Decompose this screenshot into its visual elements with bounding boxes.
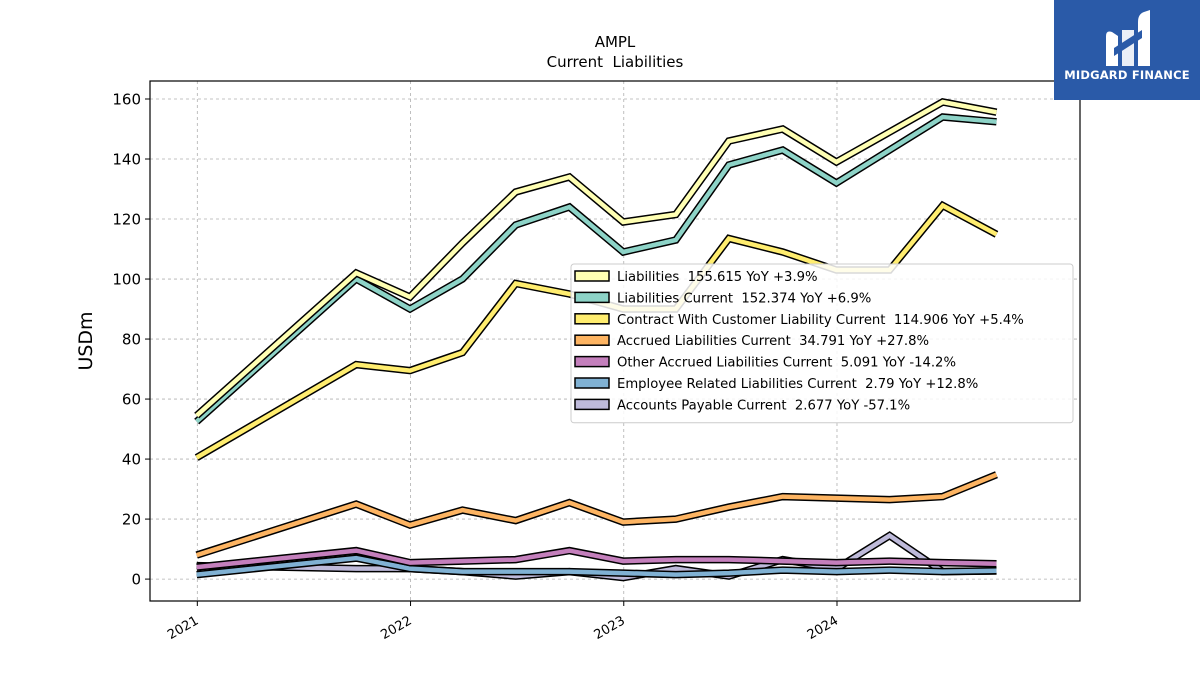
y-axis: 0 20 40 60 80 100 120 140 160: [112, 91, 150, 589]
legend-label: Other Accrued Liabilities Current 5.091 …: [617, 356, 956, 371]
series-line: [196, 555, 997, 577]
legend-swatch: [574, 291, 610, 304]
y-tick-label: 100: [112, 271, 141, 289]
midgard-m-logo-icon: [1106, 10, 1150, 66]
chart-subtitle: Current Liabilities: [547, 53, 684, 71]
legend-label: Liabilities 155.615 YoY +3.9%: [617, 270, 818, 285]
y-tick-label: 40: [122, 451, 141, 469]
legend-swatch: [574, 270, 610, 282]
plot-frame: [149, 80, 1081, 602]
legend-swatch: [574, 313, 610, 325]
legend-label: Accrued Liabilities Current 34.791 YoY +…: [617, 334, 929, 349]
x-tick-label: 2022: [378, 613, 414, 643]
y-tick-label: 60: [122, 391, 141, 409]
legend-label: Liabilities Current 152.374 YoY +6.9%: [617, 291, 871, 306]
legend-swatch: [574, 334, 610, 346]
brand-name: MIDGARD FINANCE: [1064, 68, 1190, 82]
series-line: [196, 548, 997, 570]
legend-label: Accounts Payable Current 2.677 YoY -57.1…: [617, 398, 910, 413]
series-line: [195, 99, 997, 418]
y-tick-label: 20: [122, 511, 141, 529]
series-layer: [194, 98, 999, 582]
y-axis-label: USDm: [75, 311, 97, 370]
y-tick-label: 0: [131, 571, 141, 589]
x-tick-label: 2023: [592, 613, 628, 643]
legend-swatch: [574, 377, 610, 389]
x-tick-label: 2024: [805, 613, 841, 643]
y-tick-label: 140: [112, 151, 141, 169]
brand-logo: MIDGARD FINANCE: [1054, 0, 1200, 100]
series-line: [195, 114, 997, 424]
x-axis: 2021 2022 2023 2024: [165, 601, 841, 643]
chart-title: AMPL: [595, 33, 636, 51]
y-tick-label: 160: [112, 91, 141, 109]
x-tick-label: 2021: [165, 613, 201, 643]
legend-swatch: [574, 398, 610, 411]
y-tick-label: 120: [112, 211, 141, 229]
legend-swatch: [574, 355, 610, 368]
series-line: [196, 472, 998, 558]
y-tick-label: 80: [122, 331, 141, 349]
legend: Liabilities 155.615 YoY +3.9% Liabilities…: [570, 263, 1074, 424]
legend-label: Employee Related Liabilities Current 2.7…: [617, 377, 978, 392]
legend-box: [570, 263, 1074, 424]
legend-label: Contract With Customer Liability Current…: [617, 313, 1024, 328]
